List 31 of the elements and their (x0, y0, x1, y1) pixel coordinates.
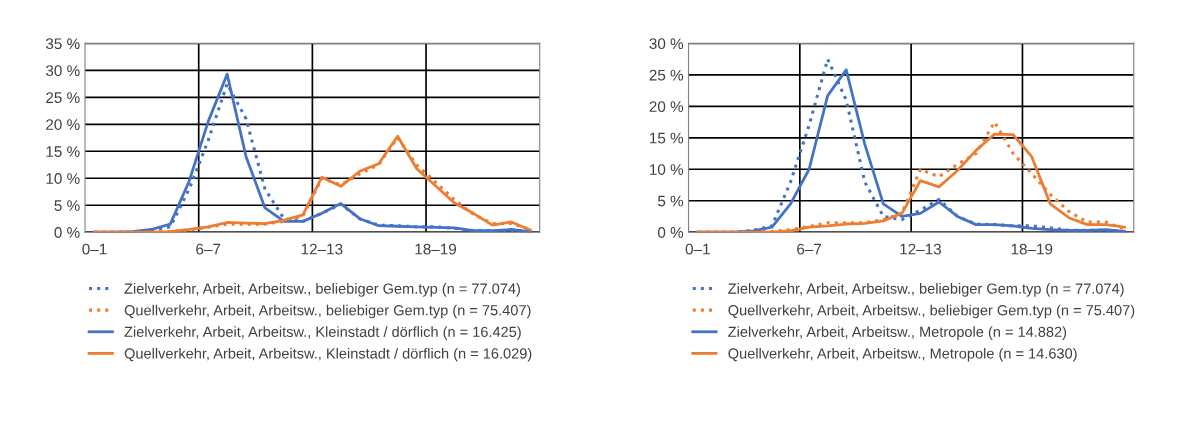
x-tick-label: 0–1 (82, 243, 107, 255)
y-tick-label: 30 % (45, 65, 80, 77)
y-tick-label: 15 % (650, 132, 684, 144)
y-tick-label: 30 % (649, 38, 684, 50)
legend-label: Quellverkehr, Arbeit, Arbeitsw., beliebiger Gem.typ (n = 75.407) (124, 304, 531, 319)
y-tick-label: 20 % (649, 101, 684, 113)
y-tick-label: 20 % (46, 119, 80, 130)
y-tick-label: 15 % (46, 146, 80, 157)
legend-label: Zielverkehr, Arbeit, Arbeitsw., Metropole (n = 14.882) (728, 326, 1067, 340)
x-tick-label: 0–1 (685, 243, 710, 255)
legend-label: Quellverkehr, Arbeit, Arbeitsw., beliebiger Gem.typ (n = 75.407) (728, 304, 1135, 319)
x-tick-label: 6–7 (196, 243, 221, 255)
legend-label: Quellverkehr, Arbeit, Arbeitsw., Metropole (n = 14.630) (728, 347, 1077, 362)
x-tick-label: 18–19 (1011, 243, 1053, 255)
x-tick-label: 12–13 (900, 243, 941, 255)
y-tick-label: 25 % (46, 92, 80, 104)
y-tick-label: 10 % (46, 173, 80, 184)
x-tick-label: 12–13 (301, 243, 343, 255)
y-tick-label: 10 % (650, 164, 684, 175)
y-tick-label: 0 % (54, 227, 80, 238)
legend-label: Zielverkehr, Arbeit, Arbeitsw., beliebiger Gem.typ (n = 77.074) (124, 283, 520, 297)
y-tick-label: 25 % (649, 69, 684, 81)
y-tick-label: 5 % (54, 200, 80, 211)
y-tick-label: 5 % (657, 195, 684, 207)
legend-label: Zielverkehr, Arbeit, Arbeitsw., beliebiger Gem.typ (n = 77.074) (728, 283, 1124, 297)
legend-label: Quellverkehr, Arbeit, Arbeitsw., Kleinstadt / dörflich (n = 16.029) (124, 347, 532, 362)
x-tick-label: 6–7 (797, 243, 822, 255)
y-tick-label: 0 % (657, 227, 684, 238)
x-tick-label: 18–19 (415, 243, 457, 255)
legend-label: Zielverkehr, Arbeit, Arbeitsw., Kleinstadt / dörflich (n = 16.425) (124, 326, 521, 340)
y-tick-label: 35 % (45, 38, 80, 50)
